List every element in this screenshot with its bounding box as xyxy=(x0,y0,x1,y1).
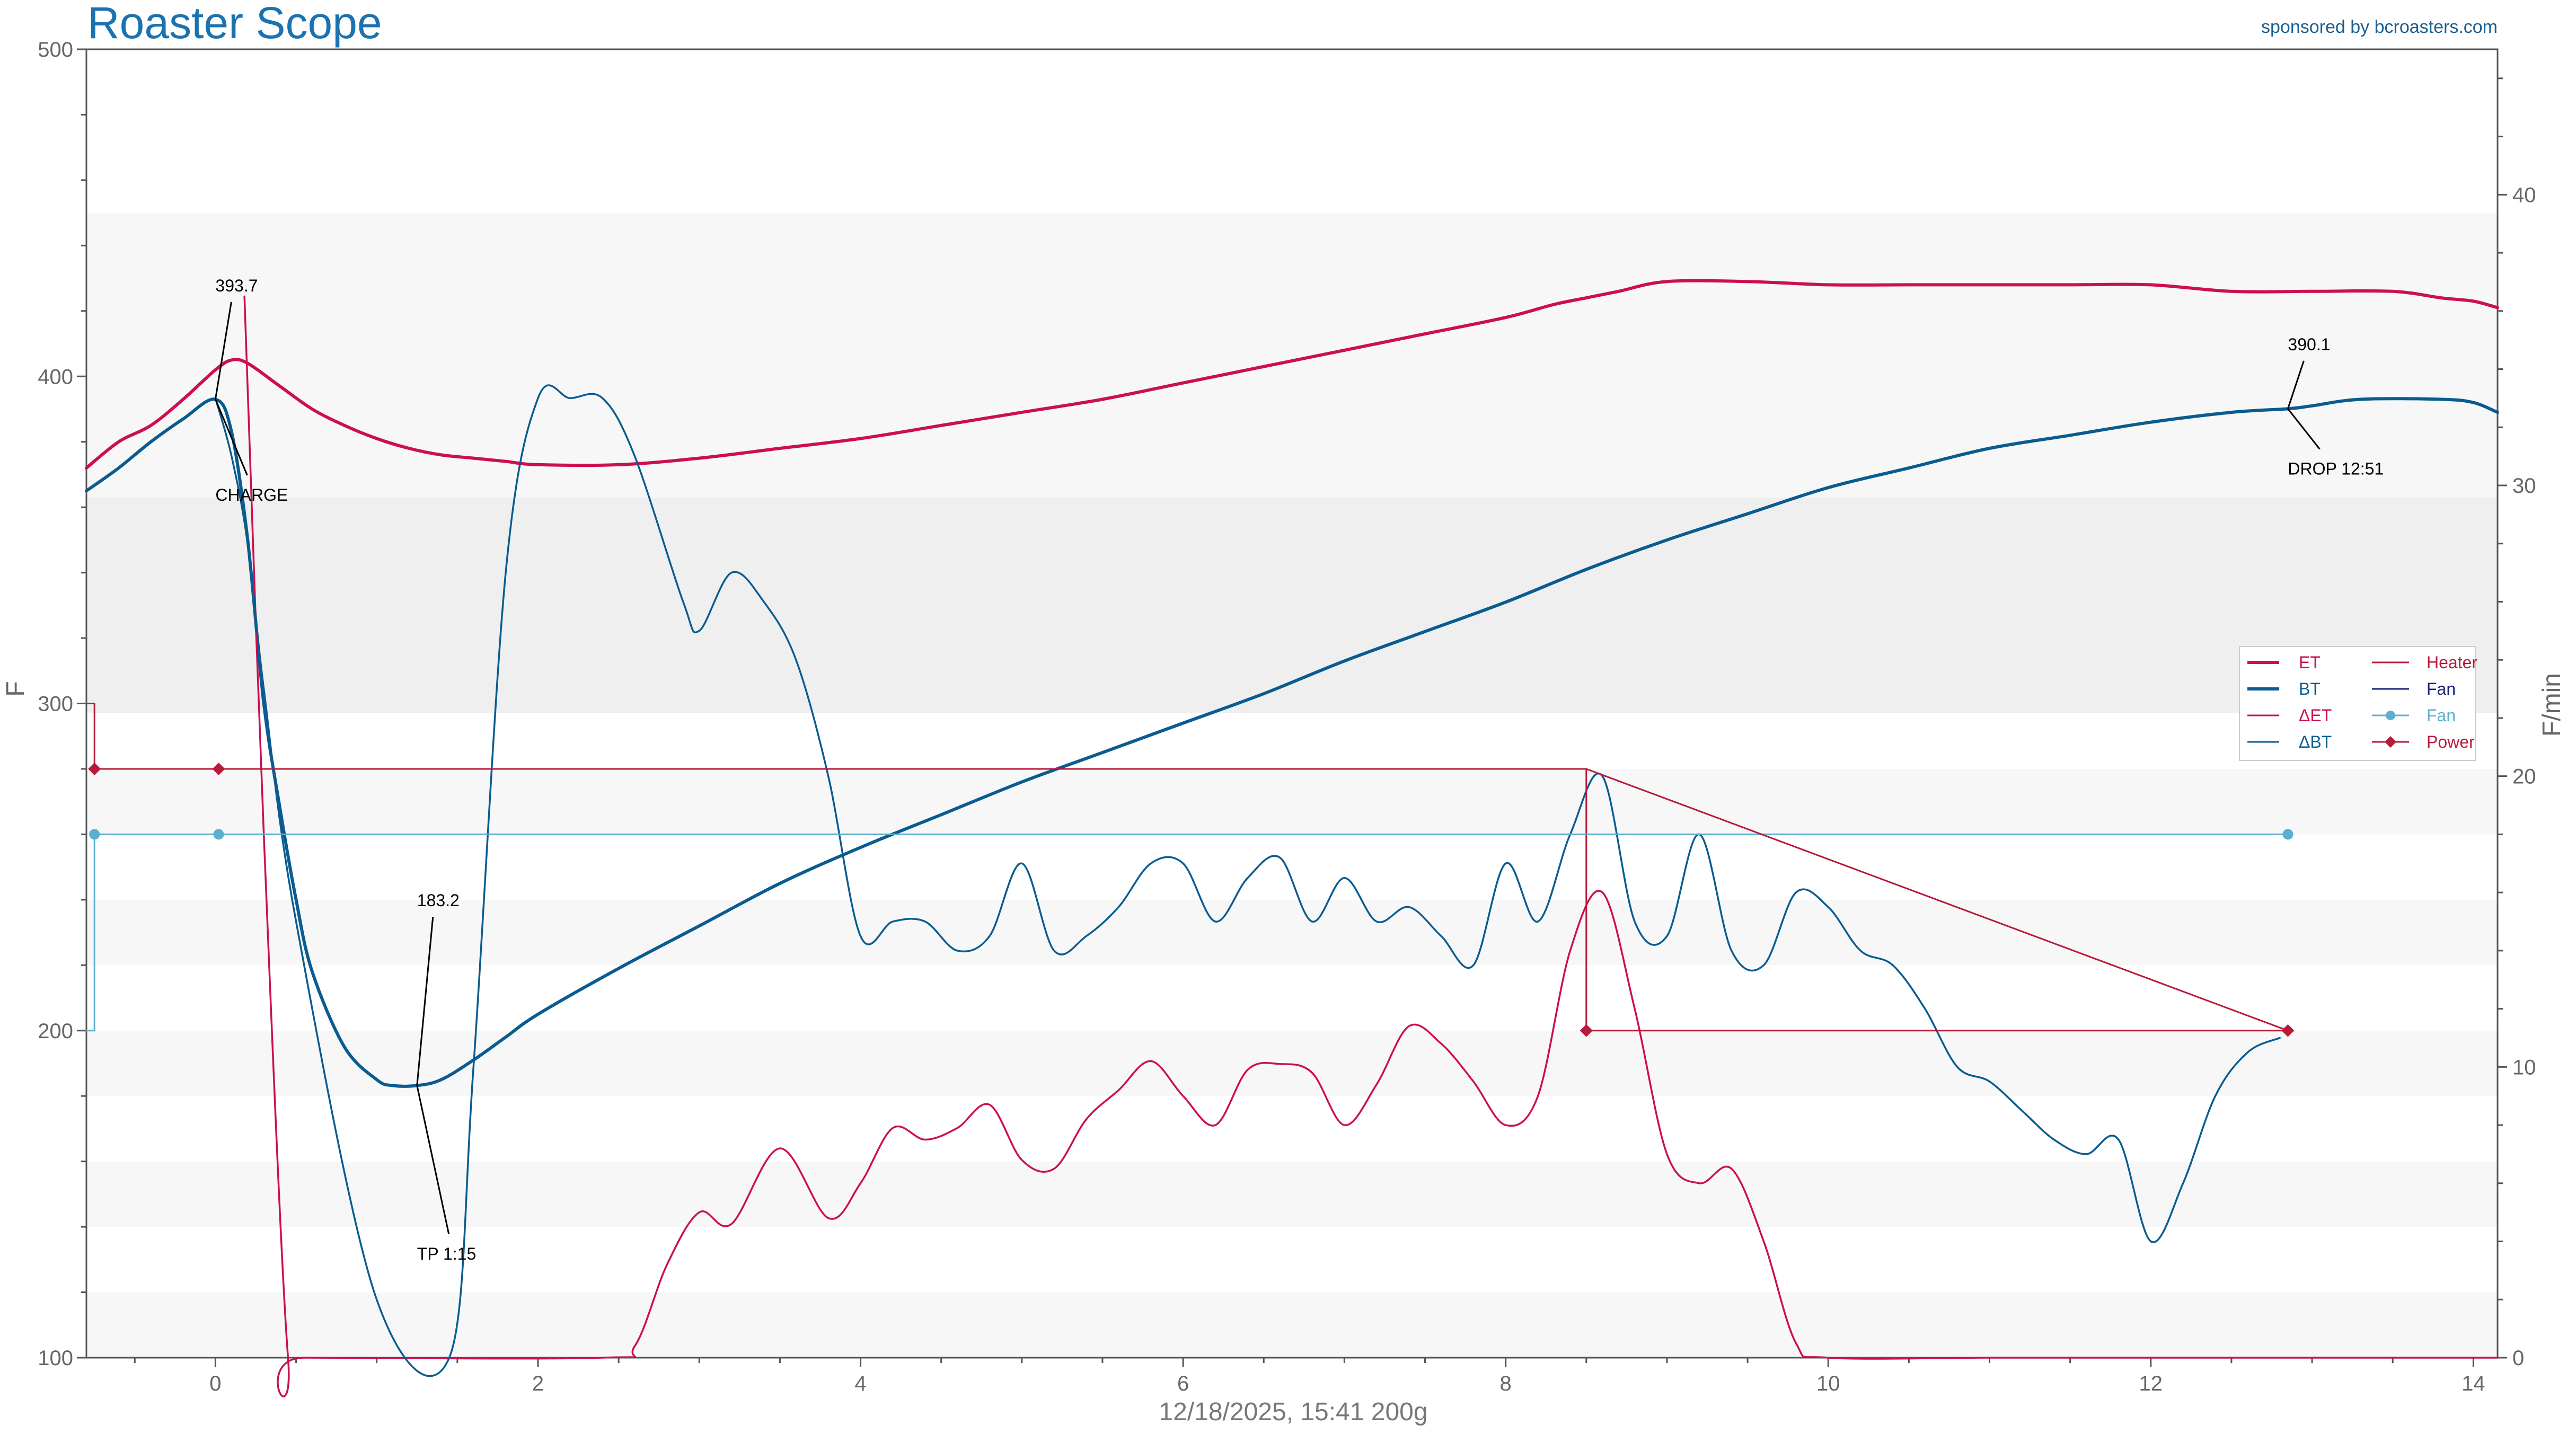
annotation-label: 183.2 xyxy=(417,891,460,910)
power-marker xyxy=(2281,1024,2295,1037)
x-tick-label: 4 xyxy=(854,1372,866,1395)
annotation-leader xyxy=(214,302,232,400)
series-power xyxy=(93,768,2289,1032)
legend-label-delta-et: ΔET xyxy=(2299,706,2332,725)
fan-marker xyxy=(89,829,100,840)
annotation-label: 390.1 xyxy=(2288,335,2330,354)
y2-axis-title: F/min xyxy=(2538,673,2566,737)
app-title: Roaster Scope xyxy=(87,0,382,48)
y-tick-label: 100 xyxy=(38,1347,73,1370)
y2-tick-label: 30 xyxy=(2512,474,2536,498)
legend-label-power: Power xyxy=(2427,732,2475,751)
annotation-leader xyxy=(416,1085,450,1235)
annotation-leader xyxy=(2287,360,2305,409)
legend-item-bt[interactable]: BT xyxy=(2247,679,2321,698)
legend-item-power[interactable]: Power xyxy=(2372,732,2475,751)
band-4 xyxy=(86,768,2498,835)
power-marker xyxy=(212,762,225,775)
y-tick-label: 200 xyxy=(38,1020,73,1043)
annotation-leader xyxy=(416,917,434,1086)
background-bands xyxy=(86,213,2498,1358)
legend-label-delta-bt: ΔBT xyxy=(2299,732,2332,751)
series-et xyxy=(85,279,2499,470)
x-tick-label: 14 xyxy=(2462,1372,2485,1395)
y-tick-label: 500 xyxy=(38,38,73,61)
annotation-label: DROP 12:51 xyxy=(2288,459,2384,478)
legend-item-et[interactable]: ET xyxy=(2247,653,2321,672)
power-marker xyxy=(88,762,101,775)
y2-tick-label: 40 xyxy=(2512,183,2536,207)
marker-layer xyxy=(88,762,2295,1037)
fan-marker xyxy=(213,829,224,840)
band-2 xyxy=(86,1030,2498,1096)
band-6 xyxy=(86,213,2498,498)
legend[interactable]: ET BT ΔET ΔBT Heater Fan Fan xyxy=(2239,646,2477,761)
legend-label-heater: Heater xyxy=(2427,653,2477,672)
band-3 xyxy=(86,899,2498,966)
power-marker xyxy=(1580,1024,1593,1037)
x-tick-label: 0 xyxy=(209,1372,221,1395)
x-tick-label: 12 xyxy=(2139,1372,2163,1395)
annotation-label: CHARGE xyxy=(215,485,288,504)
legend-label-bt: BT xyxy=(2299,679,2321,698)
legend-item-delta-et[interactable]: ΔET xyxy=(2247,706,2332,725)
legend-item-fan[interactable]: Fan xyxy=(2372,706,2456,725)
series-layer xyxy=(85,279,2499,1397)
legend-label-et: ET xyxy=(2299,653,2321,672)
x-axis: 0 2 4 6 8 10 12 14 xyxy=(134,1358,2485,1395)
right-axis: 0 10 20 30 40 xyxy=(2498,77,2536,1370)
y2-tick-label: 10 xyxy=(2512,1056,2536,1079)
x-tick-label: 10 xyxy=(1816,1372,1840,1395)
annotation-leader xyxy=(2287,408,2321,450)
legend-item-delta-bt[interactable]: ΔBT xyxy=(2247,732,2332,751)
left-axis: 100 200 300 400 500 xyxy=(38,38,86,1370)
series-delta-et xyxy=(243,295,2499,1397)
legend-marker-fan xyxy=(2386,711,2395,720)
band-1 xyxy=(86,1161,2498,1227)
y2-tick-label: 20 xyxy=(2512,765,2536,789)
x-tick-label: 8 xyxy=(1500,1372,1512,1395)
legend-label-fan: Fan xyxy=(2427,706,2456,725)
legend-marker-power xyxy=(2385,736,2396,748)
y-axis-title: F xyxy=(2,681,30,696)
band-0 xyxy=(86,1292,2498,1358)
series-delta-bt xyxy=(214,384,2281,1377)
x-tick-label: 2 xyxy=(532,1372,544,1395)
roast-info-footer: 12/18/2025, 15:41 200g xyxy=(1159,1398,1427,1426)
annotation-label: TP 1:15 xyxy=(417,1244,476,1263)
series-fan xyxy=(85,833,2289,1032)
legend-label-fan-control: Fan xyxy=(2427,679,2456,698)
y-tick-label: 300 xyxy=(38,693,73,716)
x-tick-label: 6 xyxy=(1177,1372,1189,1395)
y2-tick-label: 0 xyxy=(2512,1347,2524,1370)
sponsor-link[interactable]: sponsored by bcroasters.com xyxy=(2261,17,2498,37)
y-tick-label: 400 xyxy=(38,365,73,388)
annotation-label: 393.7 xyxy=(215,276,258,295)
annotation-leader xyxy=(215,399,248,476)
band-5 xyxy=(86,497,2498,714)
legend-item-heater[interactable]: Heater xyxy=(2372,653,2477,672)
legend-item-fan-control[interactable]: Fan xyxy=(2372,679,2456,698)
fan-marker xyxy=(2282,829,2293,840)
annotation-layer: 393.7 CHARGE 183.2 TP 1:15 390.1 DROP 12:51 xyxy=(214,276,2384,1263)
